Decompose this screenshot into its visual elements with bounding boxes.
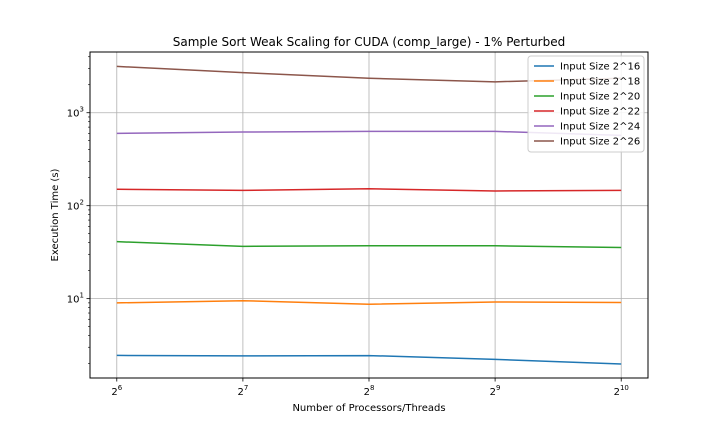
legend-label: Input Size 2^18 [560, 77, 640, 88]
x-axis-title: Number of Processors/Threads [292, 403, 445, 414]
x-tick-label: 29 [490, 384, 501, 398]
legend-box [527, 55, 645, 153]
ticks: 26 27 28 29 210 101 102 103 [67, 56, 629, 398]
y-axis-title: Execution Time (s) [50, 168, 61, 261]
legend-label: Input Size 2^26 [560, 137, 640, 148]
legend-label: Input Size 2^22 [560, 107, 640, 118]
series-line [116, 240, 622, 249]
y-tick-label: 101 [67, 292, 84, 306]
grid [90, 52, 648, 378]
legend-label: Input Size 2^24 [560, 122, 640, 133]
x-tick-label: 27 [237, 384, 248, 398]
series-line [116, 354, 622, 365]
legend: Input Size 2^16 Input Size 2^18 Input Size… [527, 55, 645, 153]
series-line [116, 299, 622, 306]
x-tick-label: 210 [614, 384, 629, 398]
series-line [116, 188, 622, 192]
legend-label: Input Size 2^20 [560, 92, 640, 103]
series-lines [116, 65, 622, 365]
legend-label: Input Size 2^16 [560, 62, 640, 73]
chart-title: Sample Sort Weak Scaling for CUDA (comp_… [173, 35, 566, 49]
x-tick-label: 28 [364, 384, 375, 398]
x-tick-label: 26 [111, 384, 122, 398]
y-tick-label: 102 [67, 199, 84, 213]
y-tick-label: 103 [67, 106, 84, 120]
